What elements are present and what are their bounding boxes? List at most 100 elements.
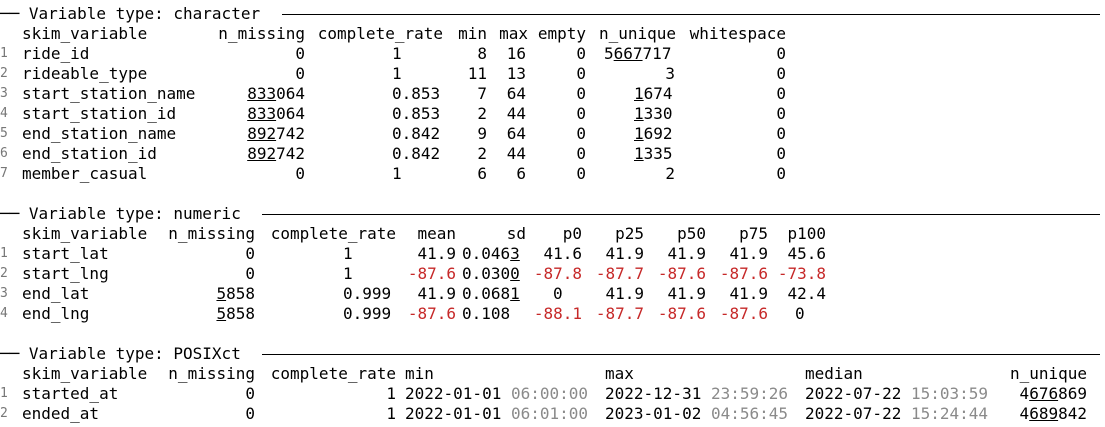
column-header: n_missing <box>168 224 255 243</box>
complete-rate: 0.842 <box>392 144 441 163</box>
table-row: 5 end_station_name 892742 0.842 9 64 0 1692 0 <box>0 124 1105 144</box>
column-header: skim_variable <box>22 24 148 43</box>
max: 64 <box>506 124 526 143</box>
p75: -87.6 <box>719 264 768 283</box>
min: 2022-01-01 06:01:00 <box>405 404 589 423</box>
p100: 45.6 <box>787 244 826 263</box>
max: 16 <box>506 44 526 63</box>
column-header: max <box>605 364 634 383</box>
complete-rate: 0.999 <box>343 304 392 323</box>
n-unique: 1330 <box>634 104 673 123</box>
complete-rate: 1 <box>386 404 396 423</box>
min: 6 <box>477 164 487 183</box>
table-row: 1 start_lat 0 1 41.9 0.0463 41.6 41.9 41.9 41.9 45… <box>0 244 1105 264</box>
column-header: p50 <box>677 224 706 243</box>
section-rule <box>262 354 1100 355</box>
max: 13 <box>506 64 526 83</box>
max: 64 <box>506 84 526 103</box>
table-row: 4 end_lng 5858 0.999 -87.6 0.108 -88.1 -87.7 -87… <box>0 304 1105 324</box>
skim-variable: start_lng <box>22 264 109 283</box>
n-unique: 1692 <box>634 124 673 143</box>
column-header: max <box>499 24 528 43</box>
table-row: 1 ride_id 0 1 8 16 0 5667717 0 <box>0 44 1105 64</box>
column-header: min <box>405 364 434 383</box>
empty: 0 <box>576 144 586 163</box>
p75: 41.9 <box>729 284 768 303</box>
table-row: 2 rideable_type 0 1 11 13 0 3 0 <box>0 64 1105 84</box>
n-unique: 5667717 <box>604 44 672 63</box>
p25: 41.9 <box>605 284 644 303</box>
row-number: 3 <box>0 86 8 101</box>
complete-rate: 0.999 <box>343 284 392 303</box>
n-unique: 4689842 <box>1019 404 1087 423</box>
table-row: 3 end_lat 5858 0.999 41.9 0.0681 0 41.9 41.9 41.9… <box>0 284 1105 304</box>
column-header: p25 <box>615 224 644 243</box>
row-number: 1 <box>0 46 8 61</box>
n-unique: 1674 <box>634 84 673 103</box>
row-number: 2 <box>0 66 8 81</box>
table-row: 2 ended_at 0 1 2022-01-01 06:01:00 2023-01-02… <box>0 404 1105 424</box>
p50: 41.9 <box>667 244 706 263</box>
complete-rate: 1 <box>343 244 353 263</box>
table-row: 1 started_at 0 1 2022-01-01 06:00:00 2022-12-… <box>0 384 1105 404</box>
p100: -73.8 <box>777 264 826 283</box>
n-missing: 0 <box>295 164 305 183</box>
column-header: complete_rate <box>270 364 396 383</box>
max: 44 <box>506 144 526 163</box>
p0: 0 <box>553 284 563 303</box>
section-rule <box>282 14 1100 15</box>
max: 6 <box>516 164 526 183</box>
mean: -87.6 <box>407 304 456 323</box>
section-header-character: ── Variable type: character <box>0 4 1105 24</box>
n-missing: 833064 <box>247 104 305 123</box>
column-header: p0 <box>562 224 582 243</box>
whitespace: 0 <box>776 164 786 183</box>
skim-variable: start_lat <box>22 244 109 263</box>
n-missing: 0 <box>245 404 255 423</box>
min: 11 <box>467 64 487 83</box>
column-header: skim_variable <box>22 224 148 243</box>
median: 2022-07-22 15:24:44 <box>805 404 989 423</box>
p25: -87.7 <box>595 304 644 323</box>
row-number: 2 <box>0 406 8 421</box>
section-header-numeric: ── Variable type: numeric <box>0 204 1105 224</box>
column-header: n_unique <box>1009 364 1087 383</box>
table-row: 6 end_station_id 892742 0.842 2 44 0 1335 0 <box>0 144 1105 164</box>
column-header: complete_rate <box>317 24 443 43</box>
header-row: skim_variable n_missing complete_rate min ma… <box>0 364 1105 384</box>
section-title: ── Variable type: numeric <box>0 204 241 223</box>
p50: -87.6 <box>657 304 706 323</box>
whitespace: 0 <box>776 44 786 63</box>
skim-variable: ride_id <box>22 44 90 63</box>
table-row: 3 start_station_name 833064 0.853 7 64 0 1674 0 <box>0 84 1105 104</box>
empty: 0 <box>576 124 586 143</box>
skim-variable: end_lat <box>22 284 90 303</box>
whitespace: 0 <box>776 144 786 163</box>
sd: 0.108 <box>462 304 511 323</box>
row-number: 1 <box>0 386 8 401</box>
column-header: skim_variable <box>22 364 148 383</box>
complete-rate: 0.842 <box>392 124 441 143</box>
section-title: ── Variable type: character <box>0 4 261 23</box>
p100: 0 <box>795 304 805 323</box>
skim-variable: end_lng <box>22 304 90 323</box>
n-missing: 0 <box>295 64 305 83</box>
skim-variable: start_station_id <box>22 104 177 123</box>
skim-variable: started_at <box>22 384 119 403</box>
min: 2 <box>477 104 487 123</box>
skim-variable: rideable_type <box>22 64 148 83</box>
n-missing: 892742 <box>247 144 305 163</box>
n-unique: 3 <box>665 64 675 83</box>
column-header: min <box>458 24 487 43</box>
min: 2022-01-01 06:00:00 <box>405 384 589 403</box>
skim-variable: end_station_id <box>22 144 157 163</box>
p25: -87.7 <box>595 264 644 283</box>
n-missing: 0 <box>295 44 305 63</box>
complete-rate: 1 <box>392 64 402 83</box>
skim-variable: ended_at <box>22 404 100 423</box>
column-header: mean <box>417 224 456 243</box>
empty: 0 <box>576 104 586 123</box>
complete-rate: 0.853 <box>392 84 441 103</box>
max: 2023-01-02 04:56:45 <box>605 404 789 423</box>
p75: 41.9 <box>729 244 768 263</box>
